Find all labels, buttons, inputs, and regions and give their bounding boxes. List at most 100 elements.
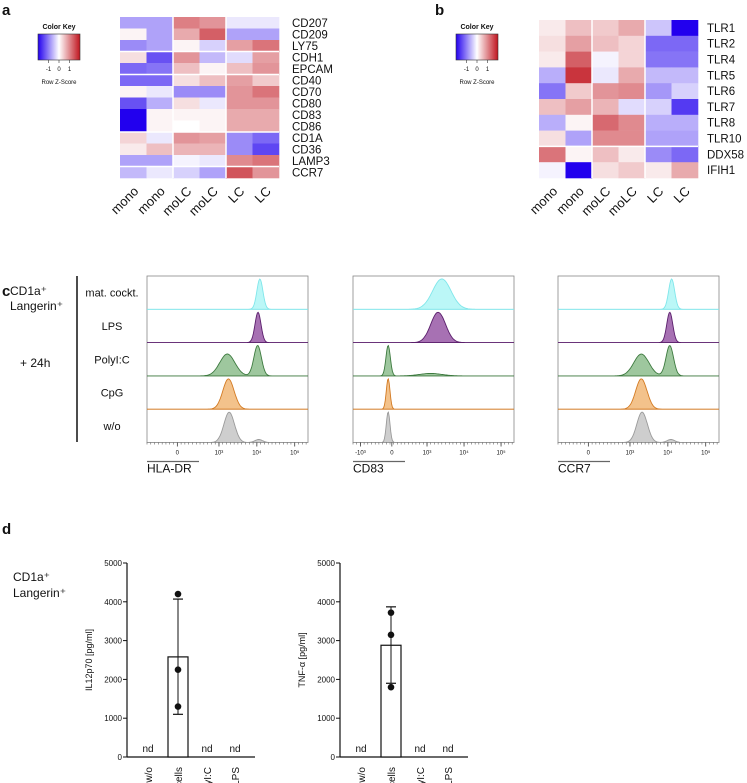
- histogram-curve: [558, 378, 719, 410]
- heatmap-cell: [120, 120, 147, 133]
- heatmap-cell: [199, 86, 227, 98]
- heatmap-cell: [120, 63, 147, 75]
- heatmap-cell: [565, 83, 593, 100]
- heatmap-cell: [173, 132, 200, 144]
- row-label: EPCAM: [292, 64, 333, 76]
- heatmap-cell: [199, 143, 227, 156]
- heatmap-cell: [539, 83, 566, 100]
- y-tick-label: 2000: [104, 675, 122, 684]
- row-label: TLR7: [707, 102, 735, 114]
- heatmap-cell: [146, 63, 174, 75]
- column-label: LC: [644, 184, 666, 206]
- y-axis-label: TNF-α [pg/ml]: [297, 632, 307, 687]
- heatmap-cell: [618, 162, 646, 179]
- row-label: CD209: [292, 29, 328, 41]
- heatmap-cell: [120, 132, 147, 144]
- heatmap-cell: [173, 109, 200, 121]
- heatmap-cell: [173, 74, 200, 87]
- heatmap-cell: [539, 20, 566, 37]
- tick-label: 10⁵: [701, 450, 711, 457]
- tick-label: 10⁵: [290, 450, 300, 457]
- heatmap-cell: [199, 166, 227, 179]
- heatmap-cell: [199, 74, 227, 87]
- heatmap-cell: [618, 130, 646, 147]
- heatmap-cell: [671, 67, 699, 84]
- heatmap-cell: [173, 143, 200, 156]
- heatmap-cell: [226, 63, 253, 75]
- histogram-curve: [147, 411, 308, 443]
- heatmap-cell: [252, 28, 280, 41]
- row-label: TLR8: [707, 118, 735, 130]
- heatmap-cell: [226, 97, 253, 110]
- heatmap-cell: [539, 99, 566, 116]
- y-tick-label: 3000: [317, 637, 335, 646]
- color-key-title: Color Key: [42, 24, 75, 31]
- heatmap-cell: [120, 40, 147, 52]
- histogram-curve: [558, 278, 719, 310]
- not-detected-label: nd: [355, 744, 366, 755]
- heatmap-cell: [173, 120, 200, 133]
- heatmap-cell: [120, 166, 147, 179]
- histogram-hla-dr: 0 10³ 10⁴ 10⁵ HLA-DR: [146, 275, 309, 476]
- histograms-panel-c: CD1a⁺Langerin⁺ + 24h mat. cockt. LPS PolyI:C…: [10, 275, 720, 476]
- column-label: LC: [252, 184, 274, 206]
- heatmap-cell: [618, 83, 646, 100]
- heatmap-cell: [226, 155, 253, 167]
- not-detected-label: nd: [142, 744, 153, 755]
- row-label: CD80: [292, 98, 321, 110]
- row-label: TLR10: [707, 134, 742, 146]
- heatmap-cell: [252, 109, 280, 121]
- x-tick-label: CD40L cells: [174, 767, 185, 783]
- heatmap-cell: [645, 162, 672, 179]
- row-label: CD40: [292, 75, 321, 87]
- heatmap-cell: [539, 162, 566, 179]
- tick-label: 10⁵: [496, 450, 506, 457]
- data-point: [174, 590, 182, 598]
- column-label: LC: [225, 184, 247, 206]
- panel-label-a: a: [2, 2, 11, 19]
- row-label: CD36: [292, 144, 321, 156]
- histogram-curve: [558, 411, 719, 443]
- color-key-title: Color Key: [460, 24, 493, 31]
- histogram-curve: [353, 311, 514, 344]
- heatmap-cell: [592, 67, 619, 84]
- heatmap-cell: [173, 86, 200, 98]
- tick-label: 10⁴: [663, 450, 673, 457]
- heatmap-cell: [618, 35, 646, 52]
- heatmap-cell: [146, 109, 174, 121]
- heatmap-cell: [618, 67, 646, 84]
- color-key-label: Row Z-Score: [459, 80, 495, 86]
- not-detected-label: nd: [414, 744, 425, 755]
- heatmap-cell: [539, 35, 566, 52]
- x-tick-label: LPS: [444, 767, 455, 783]
- row-label: CD207: [292, 18, 328, 30]
- b-color-key: Color Key -1 0 1 Row Z-Score: [455, 24, 499, 86]
- heatmap-cell: [645, 114, 672, 131]
- heatmap-cell: [592, 51, 619, 68]
- column-label: moLC: [159, 184, 194, 219]
- heatmap-cell: [226, 51, 253, 64]
- heatmap-cell: [199, 63, 227, 75]
- row-label: LY75: [292, 41, 318, 53]
- heatmap-cell: [146, 120, 174, 133]
- heatmap-cell: [565, 114, 593, 131]
- heatmap-cell: [671, 99, 699, 116]
- heatmap-cell: [592, 146, 619, 163]
- heatmap-cell: [592, 114, 619, 131]
- tick-label: 0: [176, 451, 180, 457]
- heatmap-cell: [226, 109, 253, 121]
- heatmap-cell: [252, 120, 280, 133]
- tick-label: -10³: [355, 451, 366, 457]
- histogram-curve: [353, 377, 514, 410]
- heatmap-cell: [146, 143, 174, 156]
- heatmap-cell: [226, 17, 253, 29]
- heatmap-cell: [671, 20, 699, 37]
- time-label: + 24h: [20, 356, 50, 370]
- heatmap-cell: [120, 51, 147, 64]
- color-key-tick-label: -1: [46, 67, 52, 73]
- x-tick-label: w/o: [357, 767, 368, 783]
- heatmap-cell: [539, 67, 566, 84]
- heatmap-cell: [146, 40, 174, 52]
- row-label: LAMP3: [292, 156, 330, 168]
- heatmap-cell: [252, 86, 280, 98]
